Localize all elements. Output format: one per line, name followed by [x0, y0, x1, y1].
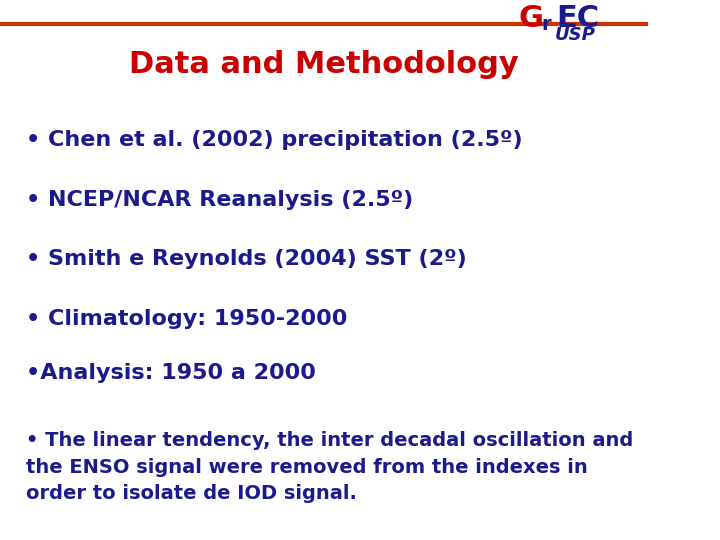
Text: • The linear tendency, the inter decadal oscillation and
the ENSO signal were re: • The linear tendency, the inter decadal… [26, 431, 633, 503]
Text: EC: EC [557, 4, 600, 33]
Text: • Climatology: 1950-2000: • Climatology: 1950-2000 [26, 308, 347, 329]
Text: USP: USP [554, 26, 595, 44]
Text: r: r [541, 15, 551, 34]
Text: • Smith e Reynolds (2004) SST (2º): • Smith e Reynolds (2004) SST (2º) [26, 249, 467, 269]
Text: G: G [518, 4, 544, 33]
Text: Data and Methodology: Data and Methodology [130, 50, 519, 79]
Text: • Chen et al. (2002) precipitation (2.5º): • Chen et al. (2002) precipitation (2.5º… [26, 130, 523, 151]
Text: • NCEP/NCAR Reanalysis (2.5º): • NCEP/NCAR Reanalysis (2.5º) [26, 190, 413, 210]
Text: •Analysis: 1950 a 2000: •Analysis: 1950 a 2000 [26, 362, 316, 383]
